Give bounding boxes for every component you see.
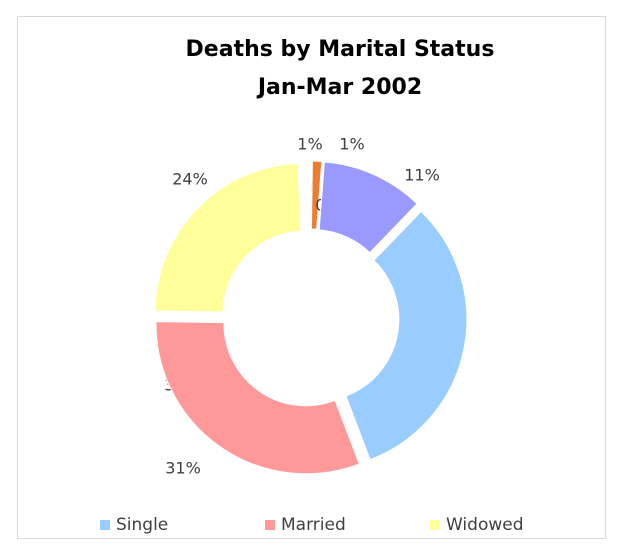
slice: [155, 321, 360, 475]
data-label: 11%: [404, 166, 440, 185]
slice: [310, 160, 323, 230]
chart-subtitle: Jan-Mar 2002: [256, 75, 422, 100]
data-label: 24%: [172, 170, 208, 189]
legend-label: Married: [281, 515, 346, 535]
legend-label: Widowed: [446, 515, 524, 535]
slice: [154, 162, 302, 313]
slice: [318, 161, 418, 254]
data-label: 1%: [297, 135, 322, 154]
legend-swatch: [430, 520, 440, 530]
slice: [316, 161, 323, 230]
legend-label: Single: [116, 515, 168, 535]
data-label: 1%: [339, 135, 364, 154]
chart-title: Deaths by Marital Status: [186, 37, 495, 62]
data-label: 31%: [165, 459, 201, 478]
legend-swatch: [100, 520, 110, 530]
slice: [345, 210, 468, 461]
legend-swatch: [265, 520, 275, 530]
